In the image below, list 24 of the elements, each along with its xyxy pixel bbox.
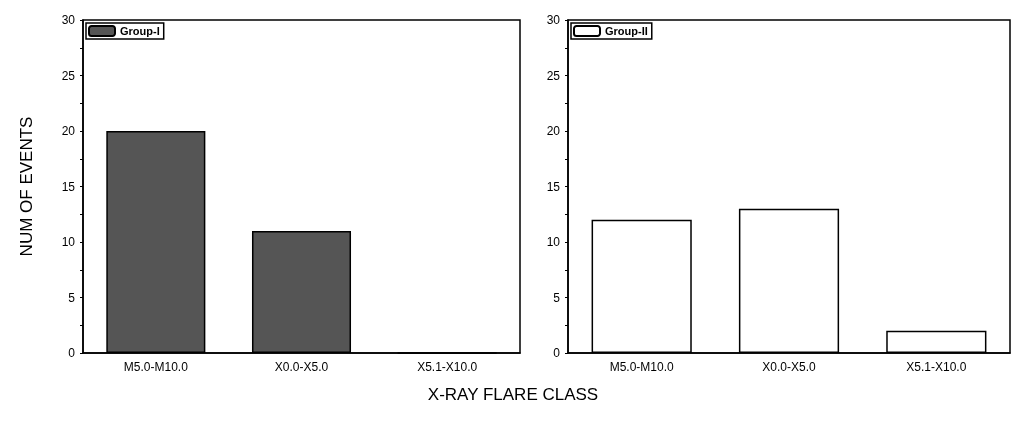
x-tick-label: M5.0-M10.0	[123, 360, 189, 374]
legend-label: Group-I	[120, 25, 160, 37]
y-tick-label: 25	[546, 68, 561, 83]
x-tick-label: X0.0-X5.0	[762, 360, 817, 374]
y-tick-label: 15	[546, 179, 561, 194]
y-tick-label: 30	[546, 13, 561, 27]
x-tick-label: X5.1-X10.0	[417, 360, 478, 374]
y-tick-label: 25	[61, 68, 76, 83]
y-tick-label: 20	[546, 124, 561, 138]
y-tick-label: 10	[61, 235, 76, 249]
y-tick-label: 20	[61, 124, 76, 138]
y-tick-label: 30	[61, 13, 76, 27]
legend-label: Group-II	[605, 25, 648, 37]
y-tick-label: 5	[68, 290, 76, 305]
x-tick-label: M5.0-M10.0	[609, 360, 674, 374]
x-tick-label: X0.0-X5.0	[274, 360, 329, 374]
y-tick-label: 10	[546, 235, 561, 249]
x-tick-label: X5.1-X10.0	[906, 360, 967, 374]
y-tick-label: 5	[553, 290, 561, 305]
y-tick-label: 15	[61, 179, 76, 194]
y-tick-label: 0	[68, 346, 76, 360]
y-axis-title: NUM OF EVENTS	[17, 116, 36, 257]
y-tick-label: 0	[553, 346, 561, 360]
x-axis-title: X-RAY FLARE CLASS	[426, 385, 600, 405]
